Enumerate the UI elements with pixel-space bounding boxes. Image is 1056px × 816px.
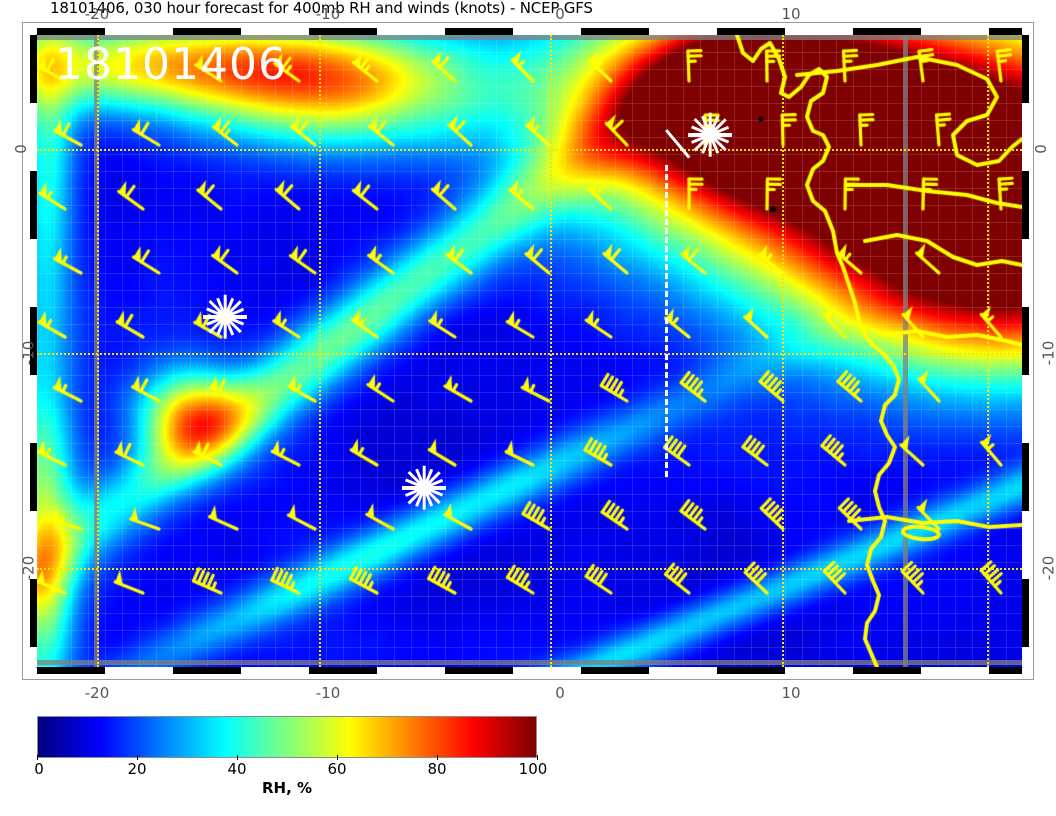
y-tick-right-2: -20: [1039, 555, 1056, 581]
page-title: 18101406, 030 hour forecast for 400mb RH…: [50, 0, 593, 17]
colorbar-ticks: [37, 755, 538, 761]
coastline-and-windbarb-canvas: [37, 35, 1022, 667]
x-tick-bottom-0: -20: [84, 684, 110, 702]
colorbar-tick-0: 0: [34, 760, 44, 778]
colorbar-tick-60: 60: [327, 760, 347, 778]
colorbar-title: RH, %: [261, 779, 313, 797]
axis-ticks-left: [30, 35, 37, 667]
y-tick-left-0: 0: [11, 144, 30, 154]
map-plot-area[interactable]: 18101406: [37, 35, 1022, 667]
x-tick-bottom-3: 10: [781, 684, 801, 702]
axis-ticks-right: [1022, 35, 1029, 667]
y-tick-right-1: -10: [1039, 340, 1056, 366]
x-tick-top-3: 10: [781, 5, 801, 23]
x-tick-top-0: -20: [84, 5, 110, 23]
storm-track-line: [665, 165, 668, 477]
y-tick-right-0: 0: [1031, 144, 1050, 154]
timestamp-overlay: 18101406: [55, 39, 287, 90]
axis-ticks-top: [37, 28, 1022, 35]
colorbar-tick-20: 20: [127, 760, 147, 778]
colorbar-tick-100: 100: [518, 760, 548, 778]
colorbar-tick-40: 40: [227, 760, 247, 778]
colorbar-tick-80: 80: [427, 760, 447, 778]
colorbar: [37, 716, 537, 758]
x-tick-bottom-2: 0: [555, 684, 565, 702]
x-tick-top-2: 0: [555, 5, 565, 23]
x-tick-top-1: -10: [315, 5, 341, 23]
y-tick-left-2: -20: [19, 555, 38, 581]
x-tick-bottom-1: -10: [315, 684, 341, 702]
axis-ticks-bottom: [37, 667, 1022, 674]
y-tick-left-1: -10: [19, 340, 38, 366]
